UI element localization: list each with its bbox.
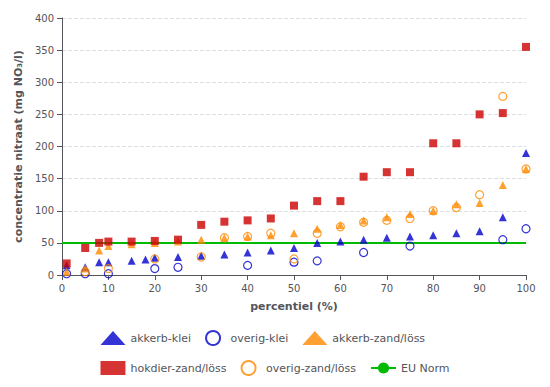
- svg-text:akkerb-zand/löss: akkerb-zand/löss: [332, 332, 425, 345]
- svg-text:30: 30: [195, 283, 208, 294]
- svg-text:100: 100: [35, 205, 54, 216]
- svg-text:50: 50: [288, 283, 301, 294]
- svg-text:0: 0: [59, 283, 65, 294]
- svg-text:percentiel (%): percentiel (%): [250, 300, 338, 313]
- svg-text:40: 40: [241, 283, 254, 294]
- svg-text:250: 250: [35, 109, 54, 120]
- svg-text:60: 60: [334, 283, 347, 294]
- svg-text:300: 300: [35, 77, 54, 88]
- svg-text:90: 90: [473, 283, 486, 294]
- svg-text:0: 0: [48, 270, 54, 281]
- svg-text:EU Norm: EU Norm: [401, 362, 450, 375]
- svg-text:20: 20: [148, 283, 161, 294]
- svg-text:overig-klei: overig-klei: [231, 332, 289, 345]
- svg-text:concentratie nitraat (mg NO₃/l: concentratie nitraat (mg NO₃/l): [12, 50, 25, 243]
- svg-text:350: 350: [35, 45, 54, 56]
- svg-text:80: 80: [427, 283, 440, 294]
- svg-text:overig-zand/löss: overig-zand/löss: [266, 362, 356, 375]
- svg-text:200: 200: [35, 141, 54, 152]
- svg-text:150: 150: [35, 173, 54, 184]
- svg-text:10: 10: [102, 283, 115, 294]
- svg-text:70: 70: [380, 283, 393, 294]
- svg-text:50: 50: [41, 237, 54, 248]
- svg-text:100: 100: [516, 283, 535, 294]
- svg-text:hokdier-zand/löss: hokdier-zand/löss: [130, 362, 226, 375]
- svg-text:akkerb-klei: akkerb-klei: [130, 332, 191, 345]
- svg-text:400: 400: [35, 13, 54, 24]
